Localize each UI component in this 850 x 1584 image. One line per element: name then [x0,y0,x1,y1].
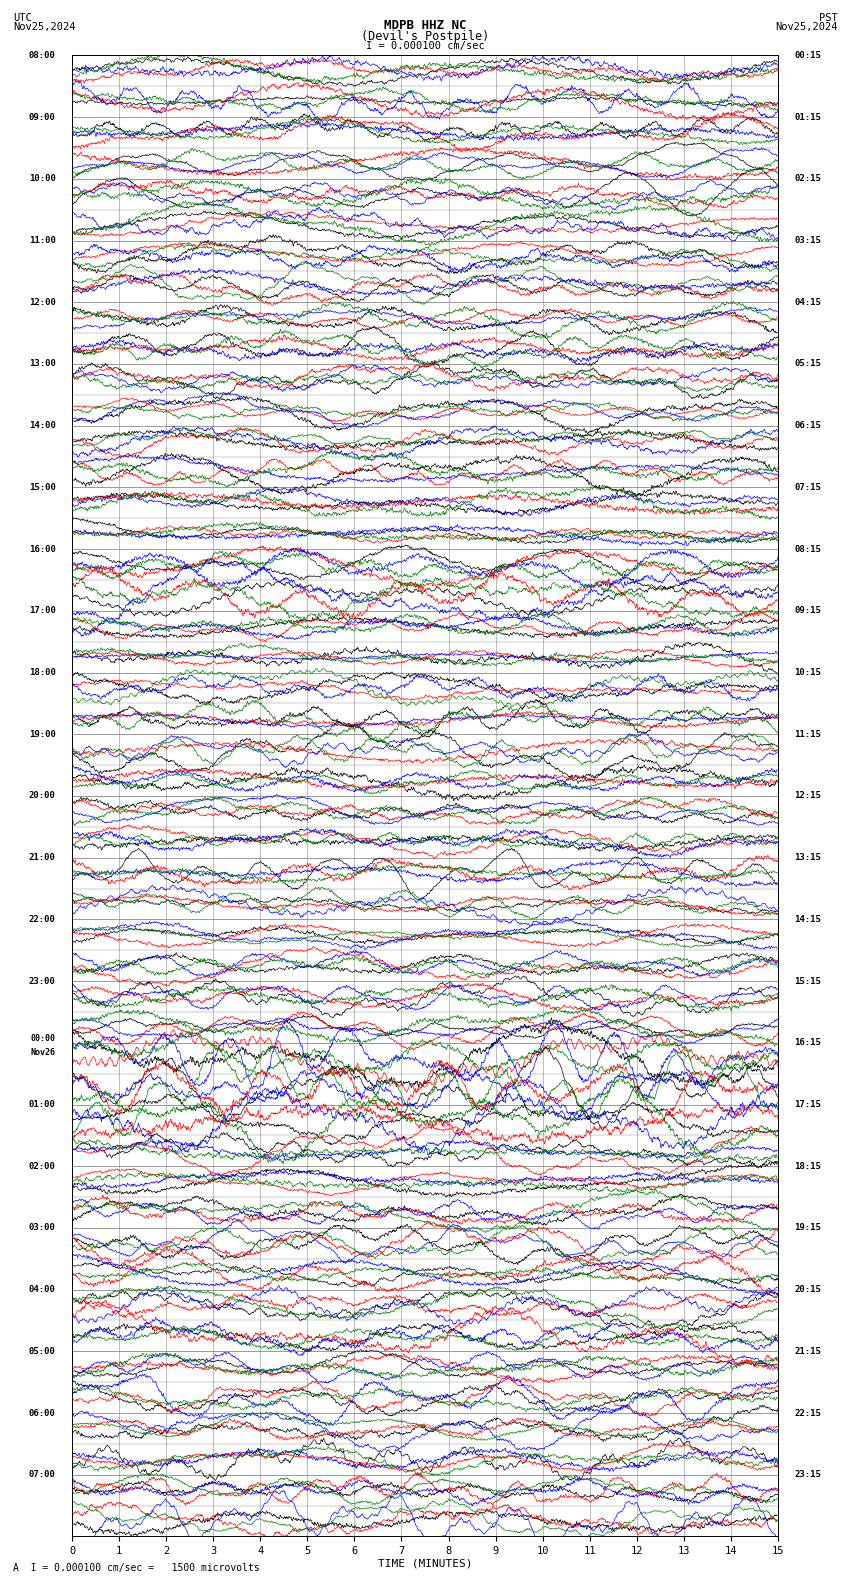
Text: 12:00: 12:00 [29,298,56,307]
Text: 01:00: 01:00 [29,1099,56,1109]
Text: 10:15: 10:15 [794,668,821,676]
Text: 19:15: 19:15 [794,1223,821,1232]
Text: 06:15: 06:15 [794,421,821,431]
Text: Nov26: Nov26 [31,1047,56,1057]
Text: 10:00: 10:00 [29,174,56,184]
Text: 18:00: 18:00 [29,668,56,676]
Text: 02:00: 02:00 [29,1161,56,1171]
Text: Nov25,2024: Nov25,2024 [774,22,837,32]
Text: 14:00: 14:00 [29,421,56,431]
Text: 03:00: 03:00 [29,1223,56,1232]
Text: MDPB HHZ NC: MDPB HHZ NC [383,19,467,32]
Text: 22:00: 22:00 [29,916,56,923]
Text: UTC: UTC [13,13,31,22]
Text: 15:15: 15:15 [794,977,821,985]
Text: 08:00: 08:00 [29,51,56,60]
Text: 07:15: 07:15 [794,483,821,493]
Text: 22:15: 22:15 [794,1408,821,1418]
Text: 00:15: 00:15 [794,51,821,60]
Text: 01:15: 01:15 [794,112,821,122]
Text: 21:15: 21:15 [794,1346,821,1356]
Text: 20:00: 20:00 [29,792,56,800]
Text: 17:15: 17:15 [794,1099,821,1109]
Text: I = 0.000100 cm/sec: I = 0.000100 cm/sec [366,41,484,51]
Text: 20:15: 20:15 [794,1285,821,1294]
Text: 15:00: 15:00 [29,483,56,493]
Text: 11:00: 11:00 [29,236,56,246]
Text: 13:00: 13:00 [29,360,56,369]
Text: 14:15: 14:15 [794,916,821,923]
Text: 16:00: 16:00 [29,545,56,554]
Text: 08:15: 08:15 [794,545,821,554]
Text: 03:15: 03:15 [794,236,821,246]
Text: (Devil's Postpile): (Devil's Postpile) [361,30,489,43]
Text: 06:00: 06:00 [29,1408,56,1418]
Text: 04:00: 04:00 [29,1285,56,1294]
Text: 02:15: 02:15 [794,174,821,184]
Text: 16:15: 16:15 [794,1038,821,1047]
Text: 11:15: 11:15 [794,730,821,738]
Text: 12:15: 12:15 [794,792,821,800]
Text: 04:15: 04:15 [794,298,821,307]
Text: 13:15: 13:15 [794,854,821,862]
Text: Nov25,2024: Nov25,2024 [13,22,76,32]
Text: 18:15: 18:15 [794,1161,821,1171]
Text: 07:00: 07:00 [29,1470,56,1479]
X-axis label: TIME (MINUTES): TIME (MINUTES) [377,1559,473,1570]
Text: 19:00: 19:00 [29,730,56,738]
Text: 17:00: 17:00 [29,607,56,615]
Text: 23:00: 23:00 [29,977,56,985]
Text: A  I = 0.000100 cm/sec =   1500 microvolts: A I = 0.000100 cm/sec = 1500 microvolts [13,1563,259,1573]
Text: 09:00: 09:00 [29,112,56,122]
Text: 21:00: 21:00 [29,854,56,862]
Text: 09:15: 09:15 [794,607,821,615]
Text: 05:00: 05:00 [29,1346,56,1356]
Text: 23:15: 23:15 [794,1470,821,1479]
Text: 00:00: 00:00 [31,1034,56,1042]
Text: 05:15: 05:15 [794,360,821,369]
Text: PST: PST [819,13,837,22]
